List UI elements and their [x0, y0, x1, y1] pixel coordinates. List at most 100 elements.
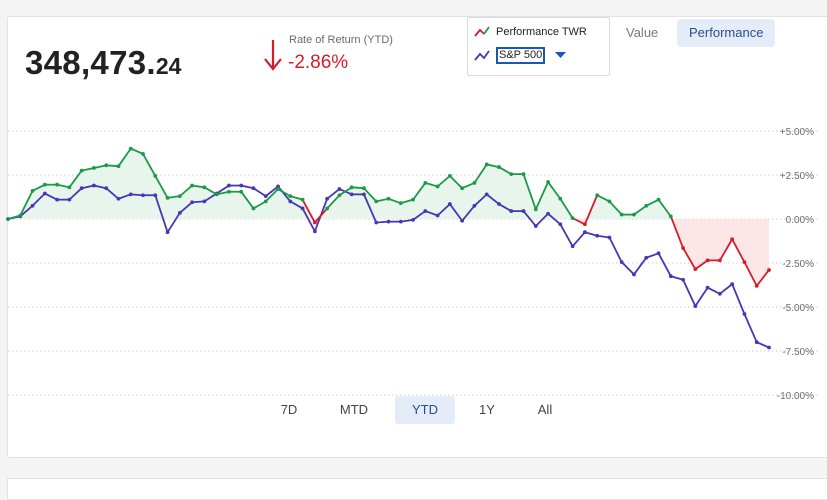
sp500-segment [657, 252, 672, 277]
sp500-segment [216, 184, 230, 195]
legend-item-benchmark[interactable]: S&P 500 [474, 47, 567, 64]
performance-point [730, 237, 735, 242]
performance-point [742, 260, 747, 265]
performance-segment [437, 175, 451, 188]
sp500-segment [277, 185, 292, 202]
sp500-point [644, 255, 649, 260]
y-tick-label: +5.00% [780, 127, 814, 138]
sp500-segment [682, 279, 697, 307]
sp500-segment [363, 194, 378, 223]
performance-segment [498, 166, 512, 175]
performance-point [411, 197, 415, 202]
benchmark-select[interactable]: S&P 500 [496, 47, 546, 64]
performance-segment [106, 164, 119, 168]
performance-segment [154, 175, 169, 199]
sp500-point [67, 197, 72, 202]
sp500-point [509, 209, 514, 213]
sp500-segment [571, 231, 586, 247]
performance-segment [203, 186, 218, 196]
performance-point [656, 197, 661, 202]
performance-point [423, 181, 428, 185]
performance-point [509, 172, 514, 177]
sp500-segment [31, 192, 46, 207]
performance-point [116, 164, 121, 169]
sp500-point [546, 211, 550, 216]
sp500-segment [473, 193, 488, 207]
sp500-segment [498, 203, 512, 212]
sp500-point [177, 210, 182, 215]
sp500-point [460, 218, 465, 223]
sp500-segment [743, 313, 758, 343]
sp500-segment [203, 192, 218, 203]
range-button-mtd[interactable]: MTD [339, 402, 369, 417]
performance-segment [351, 186, 365, 190]
performance-point [153, 173, 158, 178]
performance-segment [756, 269, 770, 287]
performance-segment [449, 175, 463, 189]
performance-segment [694, 259, 709, 270]
performance-segment [326, 194, 341, 210]
account-balance: 348,473.24 [25, 44, 181, 82]
sp500-segment [68, 187, 83, 201]
sp500-segment [192, 200, 205, 204]
sp500-segment [461, 205, 476, 222]
range-button-all[interactable]: All [537, 402, 553, 417]
performance-segment [117, 148, 132, 167]
sp500-point [374, 220, 379, 225]
chevron-down-icon[interactable] [555, 52, 567, 59]
sp500-point [607, 235, 612, 240]
sp500-segment [559, 223, 574, 247]
performance-point [30, 188, 35, 193]
performance-point [165, 195, 170, 200]
y-tick-label: -10.00% [777, 391, 814, 402]
sp500-segment [449, 203, 463, 222]
value-toggle-button[interactable]: Value [626, 25, 659, 40]
time-range-selector: 7D MTD YTD 1Y All [0, 396, 827, 424]
rate-of-return-value: -2.86% [288, 52, 349, 73]
sp500-point [693, 304, 698, 309]
sp500-segment [425, 210, 438, 217]
sp500-segment [486, 193, 500, 205]
sp500-point [632, 272, 636, 277]
performance-point [767, 268, 771, 272]
y-tick-label: 0.00% [786, 215, 814, 226]
performance-point [276, 187, 280, 191]
sp500-point [55, 197, 59, 202]
performance-point [484, 162, 489, 167]
sp500-point [570, 244, 575, 249]
sp500-segment [252, 187, 267, 197]
performance-segment [522, 173, 537, 210]
sp500-segment [707, 286, 721, 295]
performance-segment [7, 214, 21, 220]
range-button-7d[interactable]: 7D [280, 402, 298, 417]
performance-segment [93, 164, 107, 169]
sp500-segment [118, 193, 132, 200]
y-tick-label: -2.50% [782, 259, 814, 270]
sp500-segment [694, 287, 709, 307]
range-button-ytd[interactable]: YTD [395, 396, 455, 424]
performance-point [607, 199, 612, 204]
performance-segment [301, 199, 316, 223]
performance-segment [142, 153, 157, 177]
sp500-point [767, 345, 771, 350]
performance-segment [584, 194, 598, 225]
performance-chart: +5.00% +2.50% 0.00% -2.50% -5.00% -7.50% -10.0… [6, 127, 818, 402]
sp500-segment [597, 234, 610, 239]
sp500-point [79, 186, 84, 191]
performance-point [239, 189, 244, 194]
performance-toggle-button[interactable]: Performance [677, 19, 776, 47]
sp500-point [337, 187, 342, 191]
range-button-1y[interactable]: 1Y [479, 402, 495, 417]
performance-point [705, 258, 710, 263]
performance-segment [314, 207, 328, 224]
sp500-point [263, 194, 268, 199]
performance-point [325, 206, 330, 211]
sp500-point [325, 196, 330, 201]
sp500-point [153, 193, 158, 198]
performance-segment [547, 181, 562, 200]
sp500-point [30, 203, 35, 208]
performance-segment [461, 182, 475, 190]
sp500-point [619, 260, 624, 265]
performance-point [718, 258, 722, 263]
sp500-segment [154, 194, 169, 233]
